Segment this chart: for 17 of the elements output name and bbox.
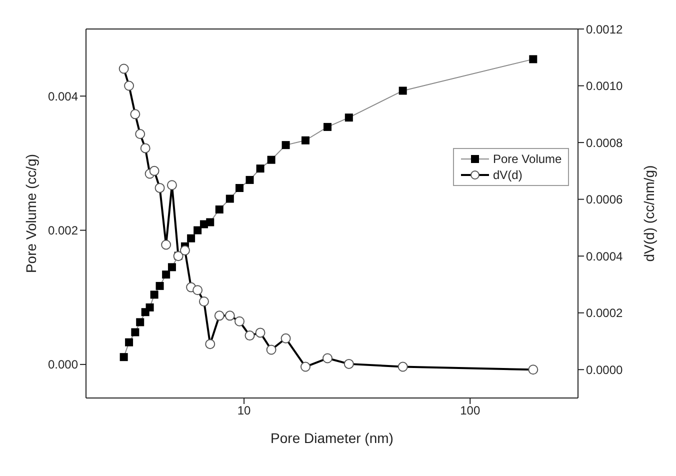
x-tick-label: 10: [237, 404, 252, 418]
y2-tick-label: 0.0012: [586, 22, 624, 36]
y2-tick-label: 0.0006: [586, 192, 624, 207]
y2-axis-title: dV(d) (cc/nm/g): [640, 165, 657, 262]
x-tick-label: 100: [460, 404, 480, 418]
x-axis-title: Pore Diameter (nm): [270, 430, 394, 446]
y2-tick-label: 0.0008: [586, 136, 624, 150]
y2-tick-label: 0.0010: [586, 79, 624, 94]
y-axis-title: Pore Volume (cc/g): [22, 154, 39, 274]
y-tick-label: 0.002: [48, 224, 78, 238]
y2-tick-label: 0.0004: [586, 249, 624, 264]
y-tick-label: 0.000: [48, 358, 78, 372]
legend-label: Pore Volume: [493, 151, 562, 167]
legend-label: dV(d): [493, 167, 522, 183]
y2-tick-label: 0.0000: [586, 362, 624, 377]
y-tick-label: 0.004: [48, 89, 78, 104]
y2-tick-label: 0.0002: [586, 306, 624, 320]
